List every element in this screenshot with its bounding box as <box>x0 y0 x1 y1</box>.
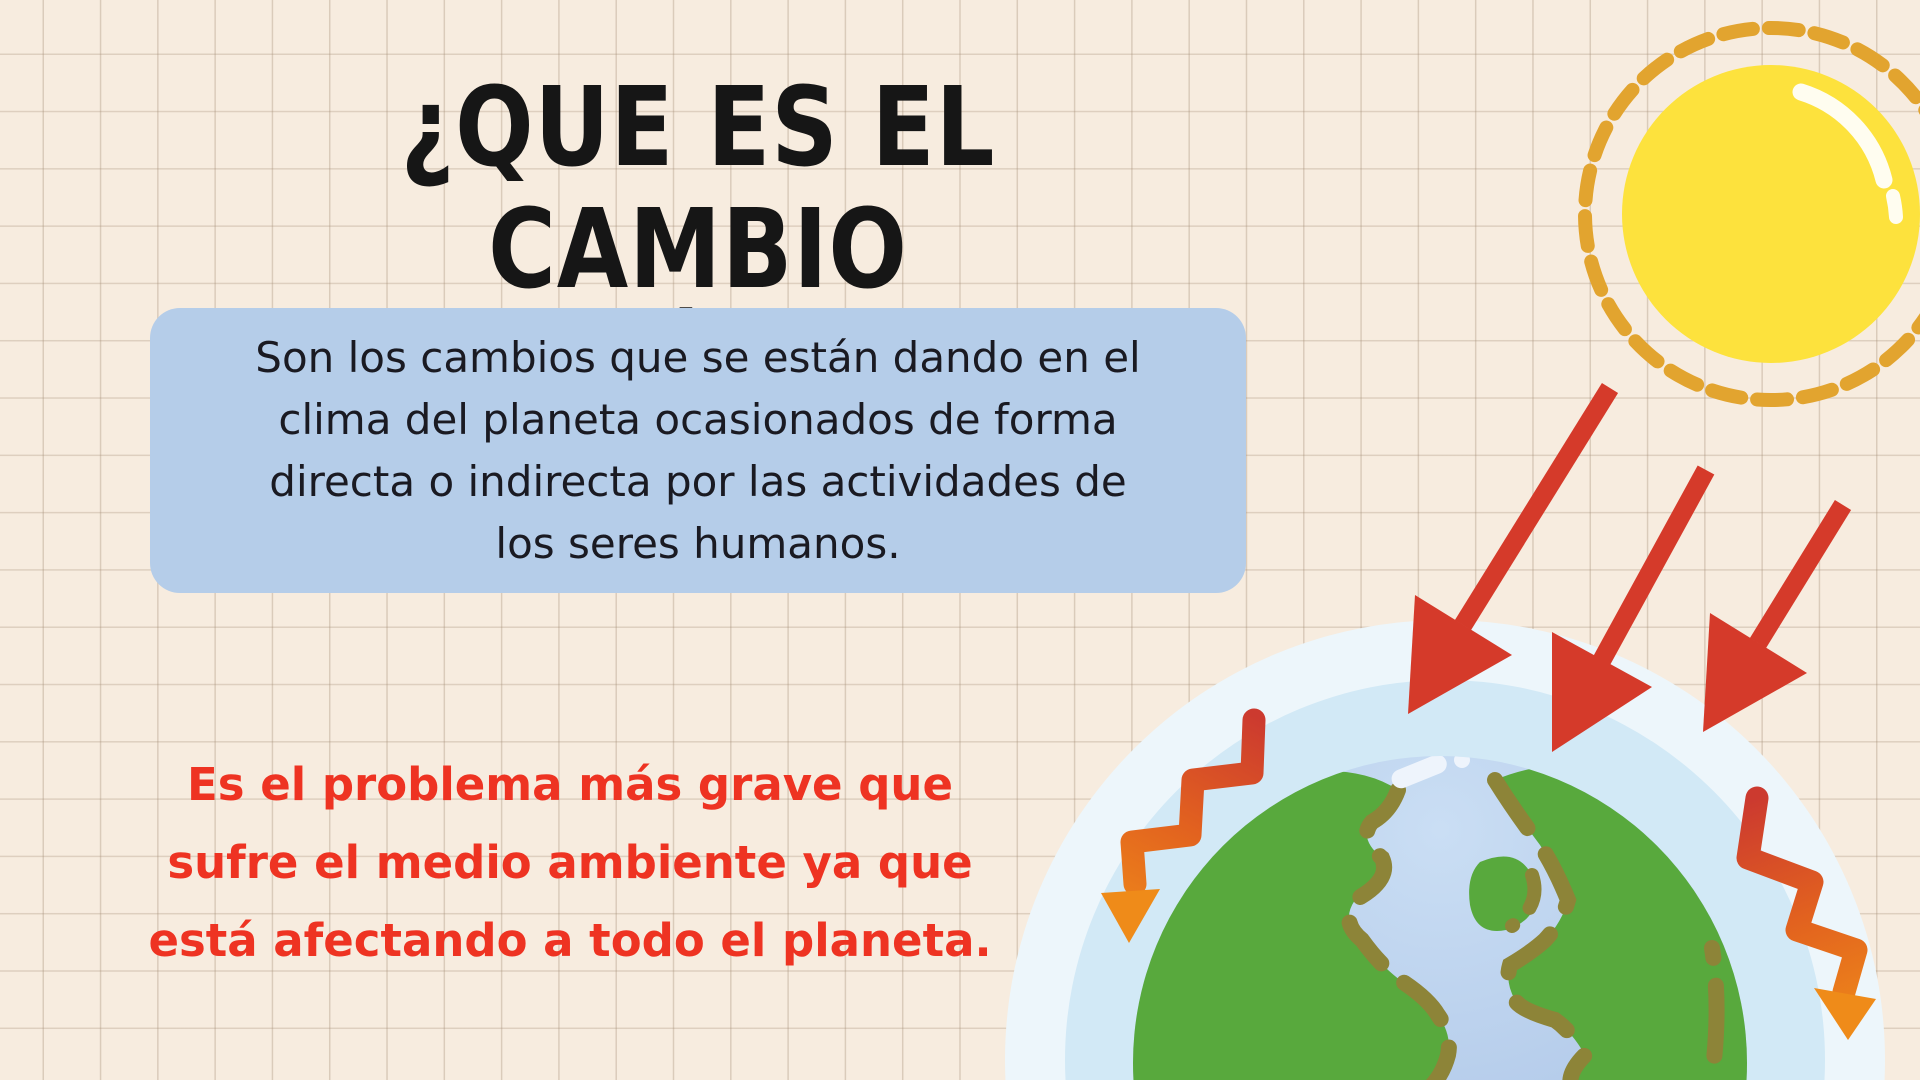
definition-line: Son los cambios que se están dando en el <box>255 333 1141 382</box>
statement-text: Es el problema más grave que sufre el me… <box>130 746 1010 980</box>
sun-gloss-dash <box>1886 189 1903 224</box>
coastline-rim-dash <box>1704 940 1725 1068</box>
island-coast-dash <box>1505 868 1542 933</box>
ocean-shine-dash <box>1391 756 1447 789</box>
zigzag-arrow-left <box>1101 708 1266 943</box>
definition-line: clima del planeta ocasionados de forma <box>278 395 1118 444</box>
ocean-shine-dot <box>1454 756 1470 768</box>
statement-line: está afectando a todo el planeta. <box>148 914 992 967</box>
sun-icon <box>1578 21 1920 407</box>
definition-box: Son los cambios que se están dando en el… <box>150 308 1246 593</box>
coastline-left-dashes <box>1340 782 1457 1080</box>
island <box>1469 856 1537 931</box>
coastline-right-dashes <box>1487 772 1618 1080</box>
definition-line: los seres humanos. <box>495 519 901 568</box>
statement-line: sufre el medio ambiente ya que <box>167 836 973 889</box>
sun-gloss-arc <box>1792 83 1893 189</box>
radiation-arrow-3 <box>1703 500 1852 732</box>
zigzag-arrow-right <box>1736 786 1876 1040</box>
radiation-arrow-1 <box>1408 382 1619 714</box>
sun-body <box>1622 65 1920 363</box>
title-line-1: ¿QUE ES EL CAMBIO <box>400 63 996 313</box>
statement-line: Es el problema más grave que <box>187 758 953 811</box>
continent-left <box>1133 771 1449 1080</box>
sun-rays <box>1578 21 1920 407</box>
reflected-heat-arrows <box>1101 708 1876 1040</box>
definition-line: directa o indirecta por las actividades … <box>269 457 1127 506</box>
solar-radiation-arrows <box>1408 382 1852 752</box>
radiation-arrow-2 <box>1552 465 1715 752</box>
